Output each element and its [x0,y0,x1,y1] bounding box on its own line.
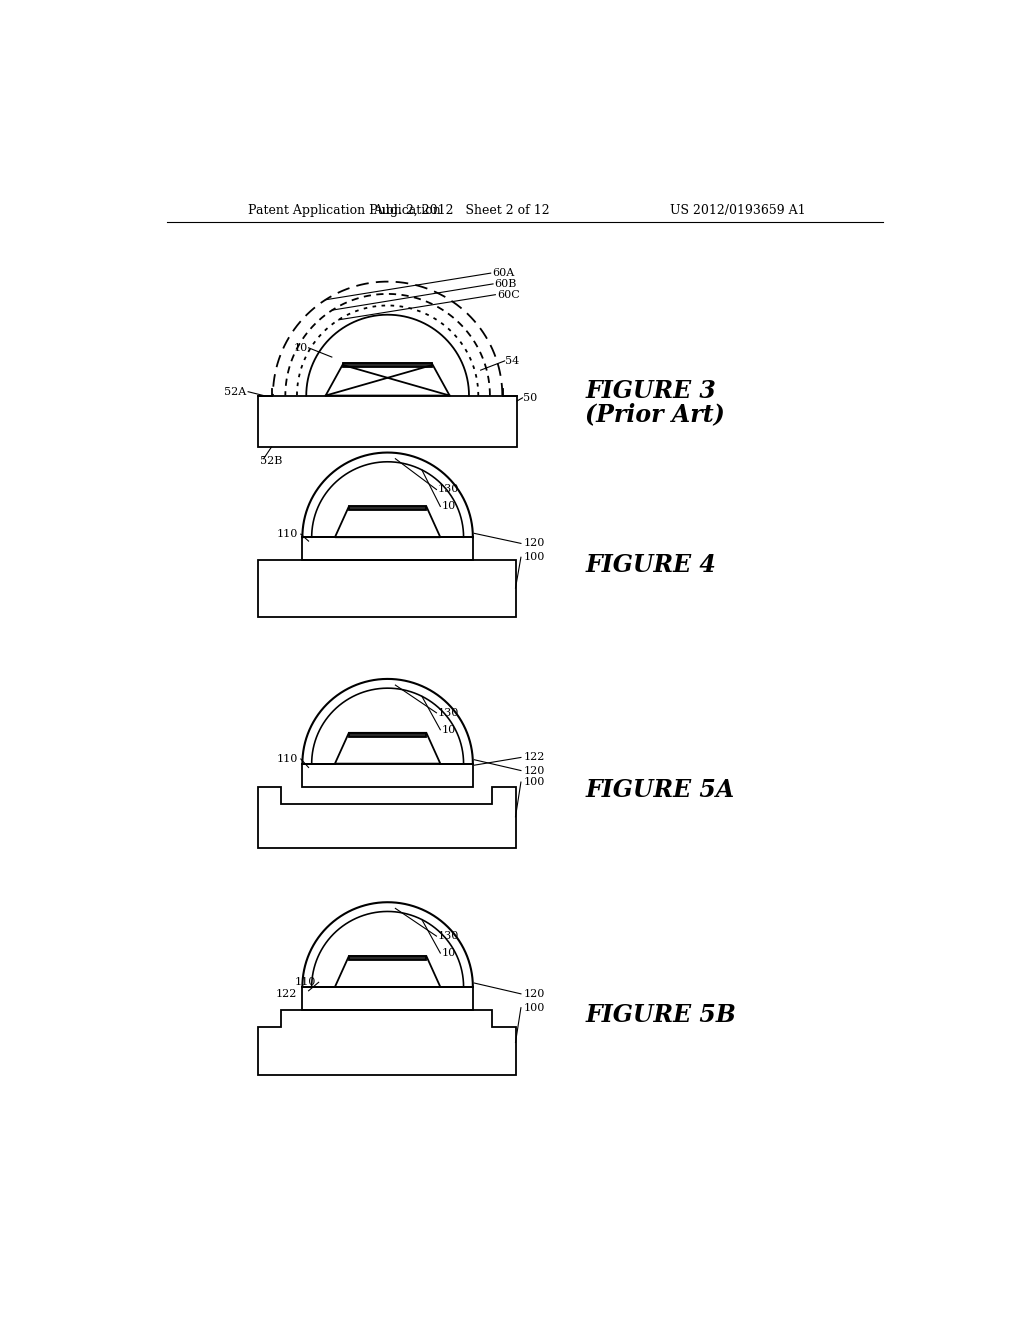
Text: 60B: 60B [495,279,517,289]
Text: 10: 10 [442,725,456,735]
Text: 54: 54 [506,356,519,366]
Text: FIGURE 3: FIGURE 3 [586,379,716,403]
Text: 100: 100 [523,777,545,787]
Text: FIGURE 4: FIGURE 4 [586,553,716,577]
Text: 52A: 52A [224,387,247,397]
Text: 110: 110 [278,754,299,764]
Polygon shape [343,363,432,367]
Text: 122: 122 [275,989,297,999]
Text: 10: 10 [442,502,456,511]
Text: 130: 130 [438,931,460,941]
Text: 50: 50 [523,393,538,403]
Text: 130: 130 [438,708,460,718]
Text: FIGURE 5A: FIGURE 5A [586,777,734,801]
Polygon shape [349,956,426,960]
Text: 120: 120 [523,989,545,999]
Text: Aug. 2, 2012   Sheet 2 of 12: Aug. 2, 2012 Sheet 2 of 12 [373,205,550,218]
Text: 110: 110 [295,977,316,987]
Text: 122: 122 [523,752,545,763]
Text: 100: 100 [523,552,545,562]
Polygon shape [349,733,426,737]
Text: 130: 130 [438,484,460,495]
Text: 52B: 52B [260,455,283,466]
Text: 10: 10 [294,343,308,352]
Text: 120: 120 [523,766,545,776]
Text: 100: 100 [523,1003,545,1012]
Text: 110: 110 [278,529,299,539]
Text: 120: 120 [523,539,545,548]
Text: FIGURE 5B: FIGURE 5B [586,1003,736,1027]
Text: 60C: 60C [497,289,519,300]
Text: 10: 10 [442,948,456,958]
Text: US 2012/0193659 A1: US 2012/0193659 A1 [671,205,806,218]
Text: 60A: 60A [493,268,514,279]
Polygon shape [349,507,426,511]
Text: (Prior Art): (Prior Art) [586,403,725,426]
Text: Patent Application Publication: Patent Application Publication [248,205,441,218]
